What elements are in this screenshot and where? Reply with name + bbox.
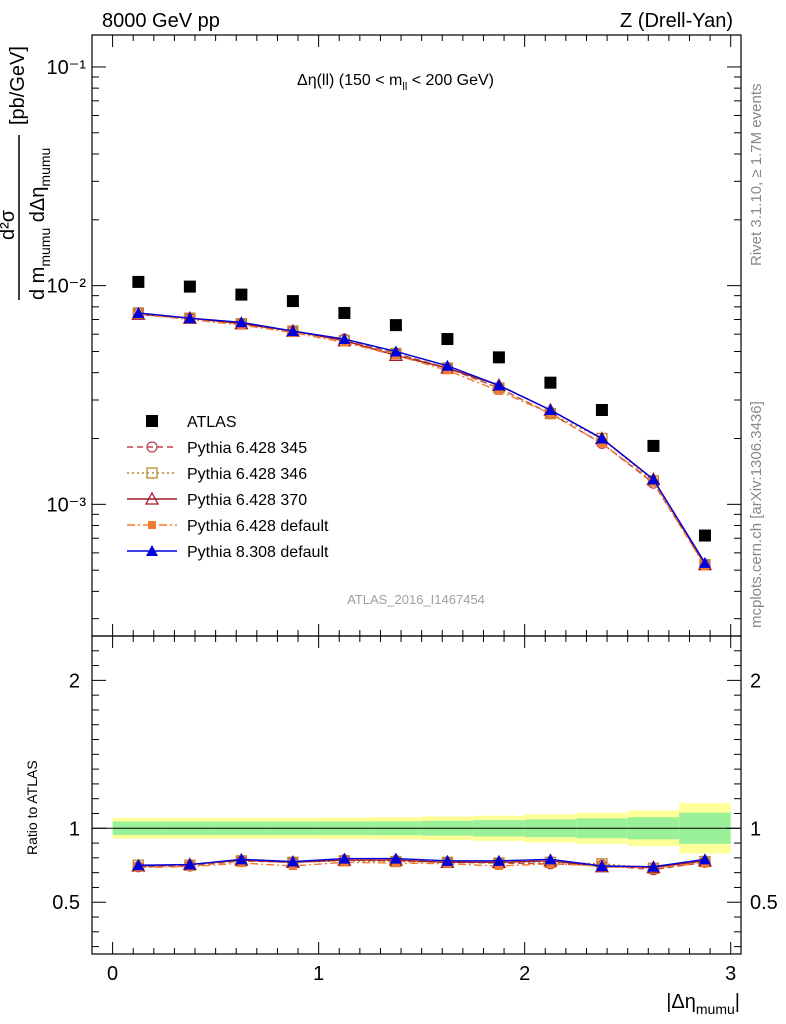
- main-point: [698, 556, 711, 568]
- x-label: |Δηmumu|: [666, 991, 740, 1017]
- ratio-point: [647, 860, 660, 872]
- legend-label: Pythia 6.428 default: [187, 518, 329, 535]
- main-point: [235, 316, 248, 328]
- main-point: [441, 359, 454, 371]
- main-line: [138, 313, 706, 567]
- main-series: [131, 275, 713, 571]
- ratio-point: [492, 854, 505, 866]
- main-point: [595, 432, 608, 444]
- main-point: [338, 333, 351, 345]
- ratio-y-label: Ratio to ATLAS: [24, 760, 40, 855]
- x-tick-label: 1: [313, 963, 324, 985]
- header-right: Z (Drell-Yan): [620, 10, 733, 32]
- main-y-ticks: 10⁻¹ 10⁻² 10⁻³: [47, 57, 741, 620]
- x-ticks: 0 1 2 3: [107, 35, 736, 985]
- ratio-point: [698, 853, 711, 865]
- ratio-point: [132, 859, 145, 871]
- main-y-tick-label: 10⁻²: [47, 276, 87, 298]
- atlas-point: [389, 319, 402, 332]
- main-y-label: d mmumu dΔηmumu d²σ [pb/GeV]: [0, 46, 53, 300]
- ratio-point: [235, 853, 248, 865]
- legend-label: Pythia 6.428 370: [187, 492, 307, 509]
- ratio-point: [286, 855, 299, 867]
- atlas-point: [647, 439, 660, 452]
- ratio-y-tick-label: 0.5: [52, 892, 80, 914]
- ratio-point: [544, 853, 557, 865]
- legend-label: Pythia 8.308 default: [187, 544, 329, 561]
- main-point: [494, 386, 503, 395]
- legend-marker: [146, 415, 158, 427]
- ratio-series: [131, 852, 713, 876]
- ratio-y-tick-label-right: 2: [750, 670, 761, 692]
- main-line: [138, 312, 706, 564]
- y-label-units: [pb/GeV]: [7, 46, 29, 125]
- ratio-y-tick-label: 2: [69, 670, 80, 692]
- main-point: [492, 379, 505, 391]
- ratio-point: [595, 859, 608, 871]
- ratio-line: [138, 861, 706, 869]
- legend-label: Pythia 6.428 345: [187, 440, 307, 457]
- ratio-point: [389, 852, 402, 864]
- analysis-watermark: ATLAS_2016_I1467454: [347, 592, 485, 607]
- x-tick-label: 0: [107, 963, 118, 985]
- ratio-point: [494, 861, 503, 870]
- main-point: [389, 345, 402, 357]
- svg-text:d mmumu dΔηmumu: d mmumu dΔηmumu: [27, 148, 53, 300]
- x-tick-label: 3: [725, 963, 736, 985]
- legend-marker: [146, 467, 158, 479]
- ratio-y-tick-label: 1: [69, 818, 80, 840]
- atlas-point: [595, 404, 608, 417]
- x-tick-label: 2: [519, 963, 530, 985]
- atlas-point: [698, 529, 711, 542]
- legend-marker: [148, 521, 156, 529]
- main-point: [183, 312, 196, 324]
- atlas-point: [492, 351, 505, 364]
- atlas-point: [183, 280, 196, 293]
- ratio-point: [183, 858, 196, 870]
- legend-marker: [144, 491, 160, 505]
- main-y-tick-label: 10⁻³: [47, 494, 87, 516]
- atlas-point: [235, 288, 248, 301]
- atlas-point: [441, 333, 454, 346]
- main-point: [132, 306, 145, 318]
- main-point: [286, 325, 299, 337]
- main-point: [544, 404, 557, 416]
- legend-label: Pythia 6.428 346: [187, 466, 307, 483]
- atlas-point: [544, 376, 557, 389]
- ratio-line: [138, 857, 706, 868]
- legend-label: ATLAS: [187, 414, 237, 431]
- atlas-point: [286, 295, 299, 308]
- plot-title: Δη(ll) (150 < mll < 200 GeV): [297, 72, 494, 93]
- mcplots-label: mcplots.cern.ch [arXiv:1306.3436]: [748, 401, 765, 628]
- atlas-point: [338, 306, 351, 319]
- ratio-plot-frame: [91, 635, 742, 955]
- ratio-y-ticks: 0.5 0.5 1 1 2 2: [52, 650, 778, 948]
- main-point: [647, 473, 660, 485]
- main-y-tick-label: 10⁻¹: [47, 57, 87, 79]
- rivet-label: Rivet 3.1.10, ≥ 1.7M events: [748, 84, 765, 267]
- ratio-point: [338, 852, 351, 864]
- y-label-numerator: d²σ: [0, 209, 19, 240]
- ratio-y-tick-label-right: 1: [750, 818, 761, 840]
- header-left: 8000 GeV pp: [102, 10, 220, 32]
- atlas-point: [132, 275, 145, 288]
- ratio-point: [441, 854, 454, 866]
- legend-marker: [146, 545, 158, 556]
- ratio-y-tick-label-right: 0.5: [750, 892, 778, 914]
- legend-marker: [146, 441, 158, 453]
- legend: ATLAS Pythia 6.428 345 Pythia 6.428 346 Pyt…: [127, 414, 329, 561]
